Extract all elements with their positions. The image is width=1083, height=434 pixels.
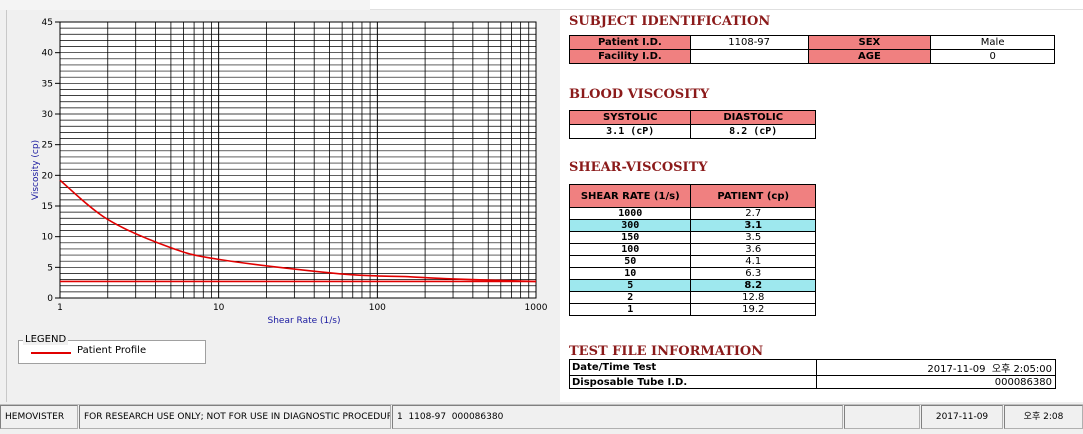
test-file-table: Date/Time Test 2017-11-09 오후 2:05:00 Dis… [568,359,1056,389]
sex-label: SEX [807,35,932,50]
y-tick-label: 20 [42,171,54,181]
report-panel: SUBJECT IDENTIFICATION Patient I.D. 1108… [560,10,1083,402]
patient-cp-cell: 3.6 [690,243,816,256]
shear-rate-header: SHEAR RATE (1/s) [568,184,692,208]
status-time: 오후 2:08 [1004,405,1083,429]
shear-rate-cell: 50 [568,255,692,268]
systolic-label: SYSTOLIC [568,110,692,125]
status-date: 2017-11-09 [921,405,1003,429]
subject-table: Patient I.D. 1108-97 SEX Male Facility I… [569,35,1055,64]
y-tick-label: 45 [42,18,53,28]
shear-row: 50 4.1 [568,255,816,268]
viscosity-chart: 0 5 10 15 20 25 30 35 40 45 1 10 100 1000 Shear Rate (… [31,18,548,326]
y-axis-label: Viscosity (cp) [31,140,41,200]
shear-row: 1 19.2 [568,303,816,316]
y-tick-label: 10 [42,233,54,243]
shear-rate-cell: 150 [568,231,692,244]
patient-cp-cell: 4.1 [690,255,816,268]
y-tick-label: 25 [42,141,53,151]
patient-cp-cell: 2.7 [690,207,816,220]
legend-line-swatch [31,352,71,354]
status-empty-pane [844,405,920,429]
x-axis-label: Shear Rate (1/s) [268,316,341,326]
shear-rate-cell: 2 [568,291,692,304]
x-tick-label: 10 [213,303,225,313]
left-frame-border [6,10,7,402]
shear-row: 300 3.1 [568,219,816,232]
x-tick-label: 1000 [525,303,548,313]
shear-row: 10 6.3 [568,267,816,280]
tube-id-label: Disposable Tube I.D. [568,375,818,389]
y-tick-label: 35 [42,79,53,89]
y-tick-label: 5 [47,263,53,273]
test-file-information-title: TEST FILE INFORMATION [569,344,764,359]
diastolic-label: DIASTOLIC [690,110,816,125]
x-tick-label: 100 [369,303,386,313]
facility-id-label: Facility I.D. [569,49,691,64]
shear-rate-cell: 100 [568,243,692,256]
top-strip [0,0,1083,10]
patient-cp-header: PATIENT (cp) [690,184,816,208]
patient-cp-cell: 3.5 [690,231,816,244]
diastolic-value: 8.2 (cP) [690,124,816,139]
patient-cp-cell: 3.1 [690,219,816,232]
top-strip-tab [0,0,370,10]
status-app-name: HEMOVISTER [0,405,78,429]
facility-id-value [689,49,809,64]
datetime-test-label: Date/Time Test [568,359,818,376]
y-tick-label: 15 [42,202,53,212]
shear-rate-cell: 1 [568,303,692,316]
shear-rate-cell: 300 [568,219,692,232]
shear-viscosity-table: SHEAR RATE (1/s) PATIENT (cp) 1000 2.7 300… [568,184,816,316]
shear-row: 5 8.2 [568,279,816,292]
shear-rate-cell: 1000 [568,207,692,220]
blood-viscosity-table: SYSTOLIC DIASTOLIC 3.1 (cP) 8.2 (cP) [568,110,816,139]
systolic-value: 3.1 (cP) [568,124,692,139]
shear-viscosity-title: SHEAR-VISCOSITY [569,160,708,175]
shear-row: 100 3.6 [568,243,816,256]
patient-id-label: Patient I.D. [569,35,691,50]
age-value: 0 [930,49,1055,64]
blood-viscosity-title: BLOOD VISCOSITY [569,87,710,102]
age-label: AGE [807,49,932,64]
shear-rate-cell: 5 [568,279,692,292]
series-line-patient-profile [59,179,537,283]
viscosity-chart-panel: 0 5 10 15 20 25 30 35 40 45 1 10 100 1000 Shear Rate (… [18,12,558,330]
datetime-test-value: 2017-11-09 오후 2:05:00 [816,359,1056,376]
subject-identification-title: SUBJECT IDENTIFICATION [569,14,771,29]
status-record: 1 1108-97 000086380 [392,405,843,429]
legend-box: LEGEND Patient Profile [18,334,206,364]
plot-area [59,21,537,299]
patient-cp-cell: 12.8 [690,291,816,304]
x-tick-label: 1 [57,303,63,313]
status-notice: FOR RESEARCH USE ONLY; NOT FOR USE IN DI… [79,405,391,429]
legend-title: LEGEND [23,334,69,345]
y-tick-label: 40 [42,49,54,59]
patient-cp-cell: 6.3 [690,267,816,280]
tube-id-value: 000086380 [816,375,1056,389]
sex-value: Male [930,35,1055,50]
patient-id-value: 1108-97 [689,35,809,50]
legend-entry-label: Patient Profile [77,345,147,356]
y-tick-label: 0 [47,294,53,304]
shear-rate-cell: 10 [568,267,692,280]
shear-row: 1000 2.7 [568,207,816,220]
y-tick-label: 30 [42,110,54,120]
shear-row: 2 12.8 [568,291,816,304]
patient-cp-cell: 8.2 [690,279,816,292]
status-bar: HEMOVISTER FOR RESEARCH USE ONLY; NOT FO… [0,404,1083,429]
shear-row: 150 3.5 [568,231,816,244]
patient-cp-cell: 19.2 [690,303,816,316]
